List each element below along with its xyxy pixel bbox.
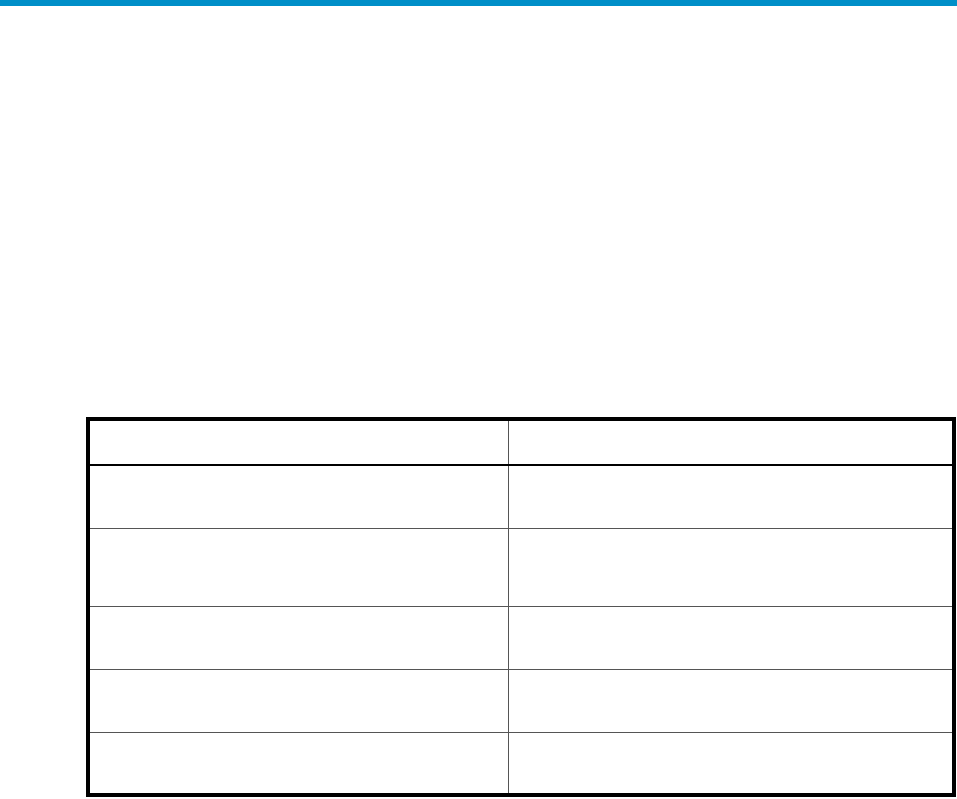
- table-row: [87, 731, 955, 796]
- document-table: [86, 417, 956, 797]
- table-cell: [508, 668, 955, 733]
- header-accent-bar: [0, 0, 957, 6]
- table-cell: [508, 464, 955, 529]
- table-cell: [87, 527, 509, 607]
- table-row: [87, 668, 955, 733]
- table-cell: [87, 605, 509, 670]
- table-row: [87, 605, 955, 670]
- table-cell: [87, 668, 509, 733]
- table-cell: [508, 605, 955, 670]
- table-cell: [508, 527, 955, 607]
- table-cell: [508, 731, 955, 796]
- table-cell: [87, 464, 509, 529]
- table-cell: [87, 731, 509, 796]
- table-header-cell: [508, 418, 955, 466]
- table-row: [87, 464, 955, 529]
- table-row: [87, 527, 955, 607]
- table-header-cell: [87, 418, 509, 466]
- table-header-row: [87, 418, 955, 466]
